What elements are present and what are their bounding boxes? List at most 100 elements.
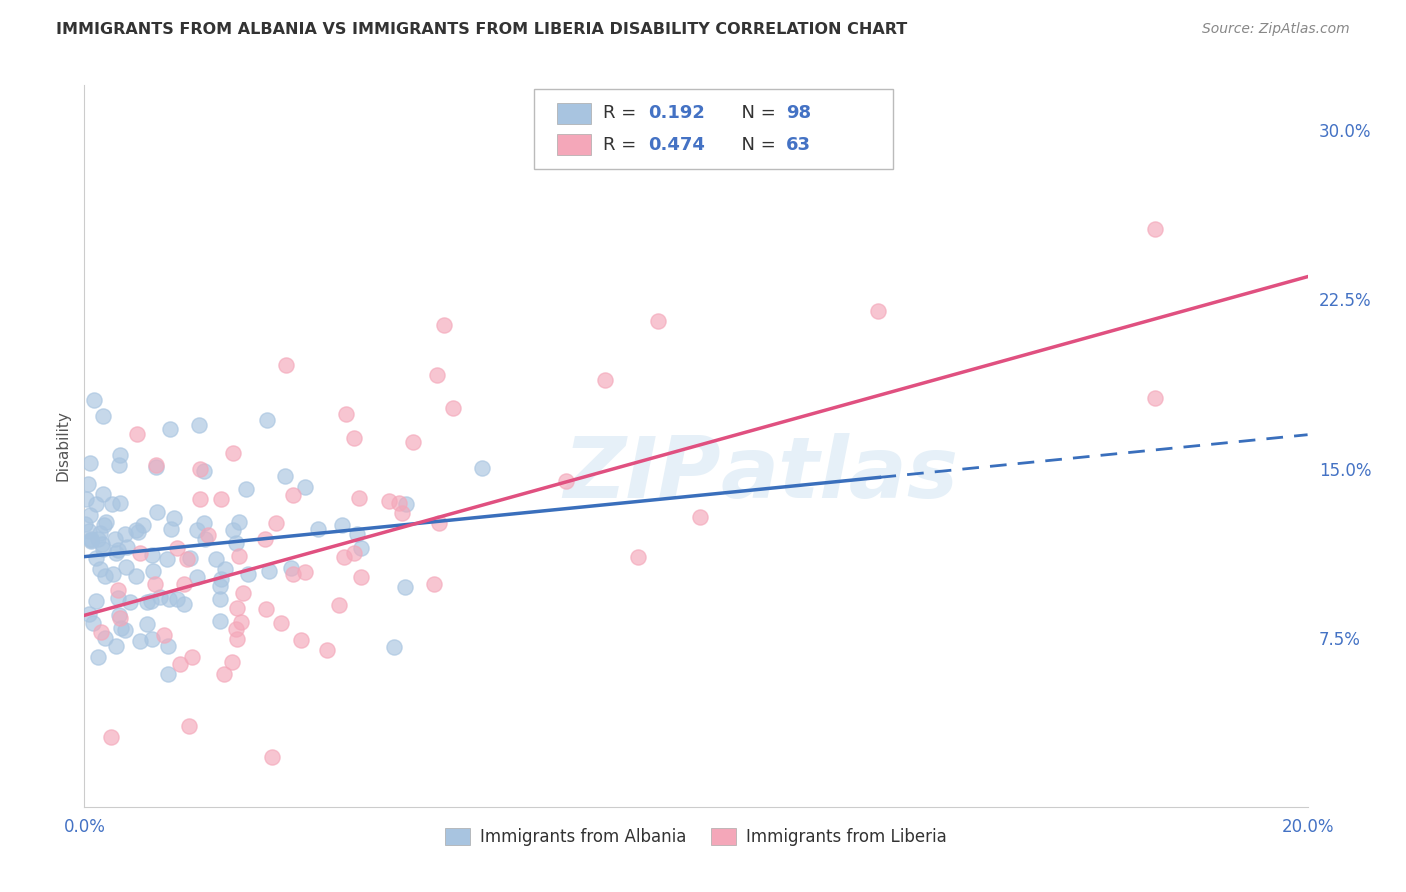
Point (83, 392, 105, 407)
Point (346, 527, 368, 541)
Point (225, 536, 247, 550)
Point (107, 591, 129, 605)
Point (238, 566, 260, 581)
Point (350, 570, 373, 584)
Point (294, 565, 316, 579)
Point (222, 523, 245, 537)
Text: 0.192: 0.192 (648, 104, 704, 122)
Point (128, 546, 150, 560)
Point (77, 524, 100, 538)
Point (225, 622, 247, 636)
Point (307, 522, 329, 536)
Point (127, 427, 149, 442)
Point (129, 633, 152, 648)
Point (254, 602, 277, 616)
Point (391, 506, 413, 520)
Point (136, 617, 159, 632)
Point (194, 532, 217, 546)
Point (160, 522, 183, 536)
Point (378, 493, 401, 508)
Point (256, 413, 278, 427)
Text: R =: R = (603, 104, 643, 122)
Point (188, 492, 211, 507)
Point (89, 525, 111, 540)
Point (75, 491, 97, 506)
Point (89, 562, 111, 576)
Point (209, 572, 232, 586)
Point (156, 640, 179, 654)
Text: ZIP: ZIP (562, 434, 720, 516)
Point (270, 615, 292, 630)
Point (283, 566, 305, 581)
Point (343, 546, 366, 560)
Point (281, 488, 304, 502)
Point (166, 541, 188, 555)
Point (77, 607, 100, 622)
Point (1143, 391, 1166, 405)
Point (193, 465, 215, 479)
Point (188, 462, 211, 476)
Point (180, 649, 202, 664)
Point (555, 475, 578, 489)
Point (433, 318, 456, 333)
Point (117, 540, 139, 554)
Point (80, 533, 103, 547)
Point (90, 624, 112, 639)
Text: atlas: atlas (720, 434, 959, 516)
Point (142, 564, 165, 578)
Point (273, 468, 295, 483)
Point (87, 649, 110, 664)
Point (260, 750, 283, 764)
Point (145, 459, 167, 474)
Point (188, 418, 211, 433)
Y-axis label: Disability: Disability (55, 410, 70, 482)
Point (441, 401, 464, 416)
Point (110, 621, 132, 635)
Point (394, 580, 416, 594)
Text: N =: N = (730, 104, 782, 122)
Point (294, 480, 316, 494)
Point (139, 593, 162, 607)
Point (104, 533, 127, 547)
Point (330, 517, 353, 532)
Point (382, 640, 405, 654)
Point (114, 624, 136, 638)
Point (173, 597, 195, 611)
Point (264, 516, 287, 530)
Point (335, 407, 357, 421)
Point (104, 639, 127, 653)
Point (173, 576, 195, 591)
Point (157, 667, 180, 681)
Point (179, 719, 201, 733)
Point (257, 564, 280, 578)
Point (79, 533, 101, 547)
Point (107, 583, 129, 598)
Point (274, 359, 297, 373)
Point (141, 632, 163, 646)
Text: R =: R = (603, 136, 643, 153)
Point (212, 667, 235, 681)
Point (232, 585, 254, 599)
Point (316, 643, 339, 657)
Point (204, 552, 226, 566)
Point (135, 595, 157, 609)
Point (163, 510, 186, 524)
Text: 98: 98 (786, 104, 811, 122)
Point (342, 431, 364, 445)
Point (107, 607, 129, 622)
Point (627, 549, 650, 564)
Point (157, 592, 180, 607)
Point (169, 657, 191, 672)
Point (91, 541, 114, 556)
Point (84, 496, 107, 510)
Point (595, 373, 617, 387)
Point (100, 730, 122, 744)
Point (290, 633, 312, 648)
Point (93, 517, 115, 532)
Point (228, 516, 250, 530)
Point (388, 496, 411, 510)
Point (179, 551, 201, 566)
Point (115, 560, 138, 574)
Point (118, 594, 141, 608)
Point (228, 549, 250, 563)
